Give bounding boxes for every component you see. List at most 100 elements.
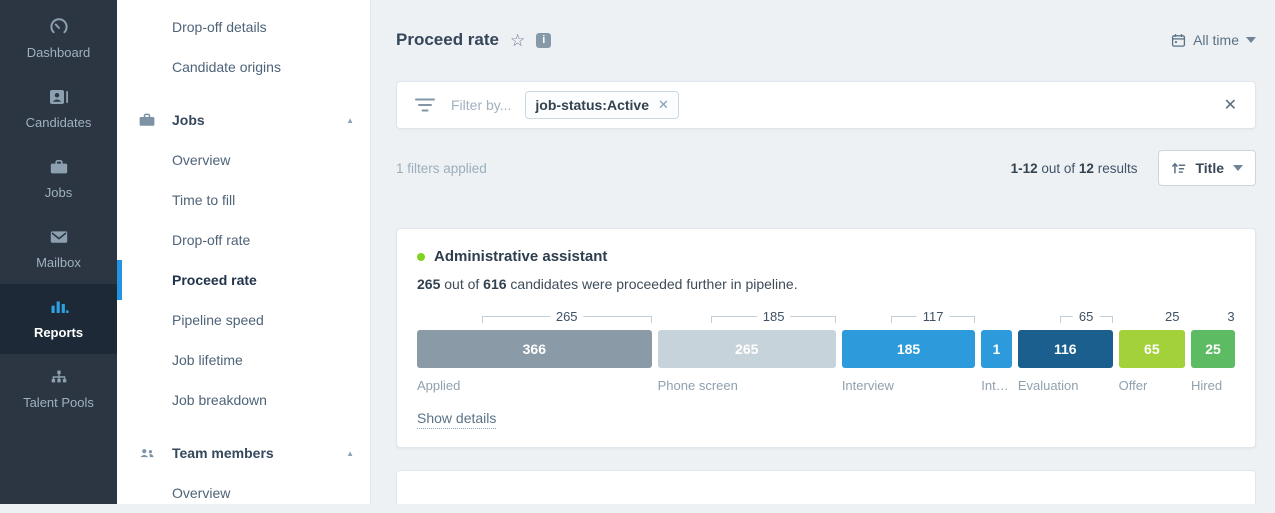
calendar-icon xyxy=(1171,33,1186,48)
report-nav-label: Candidate origins xyxy=(172,59,281,75)
funnel-stage-applied: 265 366 Applied xyxy=(417,307,652,393)
results-count: 1-12 out of 12 results xyxy=(1010,160,1138,176)
proceeded-count: 65 xyxy=(1072,309,1100,325)
date-range-value: All time xyxy=(1193,32,1239,48)
funnel-stage-label: Phone screen xyxy=(657,378,738,393)
sidebar-item-talent-pools[interactable]: Talent Pools xyxy=(0,354,117,424)
sidebar-item-reports[interactable]: Reports xyxy=(0,284,117,354)
page-title: Proceed rate xyxy=(396,30,499,49)
funnel-stage-label: Applied xyxy=(417,378,461,393)
proceeded-bracket-zone: 265 xyxy=(417,307,652,330)
proceeded-bracket: 117 xyxy=(890,309,976,325)
proceeded-bracket-zone: 3 xyxy=(1191,307,1241,330)
funnel-stage-label: Evaluation xyxy=(1017,378,1079,393)
chevron-down-icon xyxy=(1246,37,1256,43)
funnel-bar-offer[interactable]: 65 xyxy=(1118,330,1186,368)
info-icon[interactable]: i xyxy=(536,32,552,48)
date-range-dropdown[interactable]: All time xyxy=(1171,32,1256,48)
filter-bar[interactable]: Filter by... job-status:Active ✕ ✕ xyxy=(396,81,1256,129)
bar-chart-icon xyxy=(49,297,69,317)
report-nav-label: Overview xyxy=(172,485,231,501)
proceeded-bracket: 65 xyxy=(1059,309,1113,325)
funnel-bar-phone-screen[interactable]: 265 xyxy=(657,330,836,368)
sidebar-item-label: Candidates xyxy=(25,115,92,130)
report-nav-overview[interactable]: Overview xyxy=(117,140,370,180)
funnel-bar-applied[interactable]: 366 xyxy=(417,330,652,368)
pipeline-funnel-chart: 265 366 Applied 185 265 Phone screen 117 185 Int… xyxy=(417,307,1241,393)
results-bar: 1 filters applied 1-12 out of 12 results… xyxy=(396,150,1256,186)
sidebar-item-label: Dashboard xyxy=(26,45,91,60)
clear-filters-icon[interactable]: ✕ xyxy=(1223,97,1237,114)
funnel-stage-label: Hired xyxy=(1191,378,1223,393)
funnel-stage-interview: 117 185 Interview xyxy=(841,307,976,393)
funnel-stage-hired: 3 25 Hired xyxy=(1191,307,1241,393)
proceeded-bracket-zone: 185 xyxy=(658,307,836,330)
report-nav-candidate-origins[interactable]: Candidate origins xyxy=(117,47,370,87)
report-nav-label: Job lifetime xyxy=(172,352,243,368)
sidebar-item-mailbox[interactable]: Mailbox xyxy=(0,214,117,284)
report-nav-proceed-rate[interactable]: Proceed rate xyxy=(117,260,370,300)
report-nav-job-breakdown[interactable]: Job breakdown xyxy=(117,380,370,420)
report-nav-job-lifetime[interactable]: Job lifetime xyxy=(117,340,370,380)
contact-card-icon xyxy=(49,87,69,107)
report-nav-label: Drop-off details xyxy=(172,19,267,35)
report-section-jobs[interactable]: Jobs ▲ xyxy=(117,100,370,140)
remove-chip-icon[interactable]: ✕ xyxy=(658,97,669,112)
proceeded-bracket: 265 xyxy=(481,309,652,325)
report-nav-drop-off-rate[interactable]: Drop-off rate xyxy=(117,220,370,260)
report-nav-label: Pipeline speed xyxy=(172,312,264,328)
job-card: Administrative assistant 265 out of 616 … xyxy=(396,228,1256,448)
chevron-up-icon: ▲ xyxy=(346,448,354,458)
proceeded-count: 25 xyxy=(1159,309,1186,325)
proceeded-bracket: 3 xyxy=(1221,309,1241,325)
proceeded-bracket-zone xyxy=(981,307,1012,330)
show-details-link[interactable]: Show details xyxy=(417,410,497,429)
report-nav-label: Overview xyxy=(172,152,231,168)
proceeded-count: 185 xyxy=(756,309,791,325)
chevron-down-icon xyxy=(1233,165,1243,171)
report-nav-label: Team members xyxy=(172,445,274,461)
people-icon xyxy=(138,444,156,462)
sidebar-item-jobs[interactable]: Jobs xyxy=(0,144,117,214)
report-nav-time-to-fill[interactable]: Time to fill xyxy=(117,180,370,220)
report-nav-overview[interactable]: Overview xyxy=(117,473,370,513)
next-job-card-partial xyxy=(396,470,1256,504)
job-card-header: Administrative assistant xyxy=(417,248,1235,265)
report-nav-label: Proceed rate xyxy=(172,272,257,288)
briefcase-icon xyxy=(138,111,156,129)
funnel-stage-evaluation: 65 116 Evaluation xyxy=(1017,307,1113,393)
sidebar-item-dashboard[interactable]: Dashboard xyxy=(0,4,117,74)
funnel-bar-interview[interactable]: 185 xyxy=(841,330,976,368)
funnel-bar-evaluation[interactable]: 116 xyxy=(1017,330,1113,368)
funnel-bar-int[interactable]: 1 xyxy=(981,330,1012,368)
page-header: Proceed rate ☆ i All time xyxy=(396,29,1256,51)
funnel-stage-phone-screen: 185 265 Phone screen xyxy=(657,307,836,393)
filters-applied-label: 1 filters applied xyxy=(396,160,487,176)
report-nav-label: Jobs xyxy=(172,112,205,128)
proceeded-bracket: 25 xyxy=(1159,309,1186,325)
sidebar-item-label: Talent Pools xyxy=(23,395,94,410)
filter-input-placeholder[interactable]: Filter by... xyxy=(451,97,512,113)
report-nav-pipeline-speed[interactable]: Pipeline speed xyxy=(117,300,370,340)
filter-chip[interactable]: job-status:Active ✕ xyxy=(525,91,679,119)
sidebar-item-candidates[interactable]: Candidates xyxy=(0,74,117,144)
report-nav-label: Drop-off rate xyxy=(172,232,251,248)
funnel-stage-offer: 25 65 Offer xyxy=(1118,307,1186,393)
report-section-team-members[interactable]: Team members ▲ xyxy=(117,433,370,473)
job-title[interactable]: Administrative assistant xyxy=(434,248,608,265)
sidebar-item-label: Jobs xyxy=(44,185,73,200)
proceeded-count: 117 xyxy=(916,309,950,325)
star-icon[interactable]: ☆ xyxy=(510,30,526,50)
main-content: Proceed rate ☆ i All time xyxy=(371,0,1275,504)
filter-chip-label: job-status:Active xyxy=(535,97,649,113)
results-total: 12 xyxy=(1078,160,1094,176)
filter-icon xyxy=(415,96,435,114)
report-nav-drop-off-details[interactable]: Drop-off details xyxy=(117,7,370,47)
funnel-stage-label: Int… xyxy=(981,378,1009,393)
envelope-icon xyxy=(49,227,69,247)
filter-chips: job-status:Active ✕ xyxy=(511,91,679,119)
sitemap-icon xyxy=(49,367,69,387)
funnel-bar-hired[interactable]: 25 xyxy=(1191,330,1235,368)
sort-dropdown[interactable]: Title xyxy=(1158,150,1256,186)
sidebar-item-label: Mailbox xyxy=(36,255,81,270)
